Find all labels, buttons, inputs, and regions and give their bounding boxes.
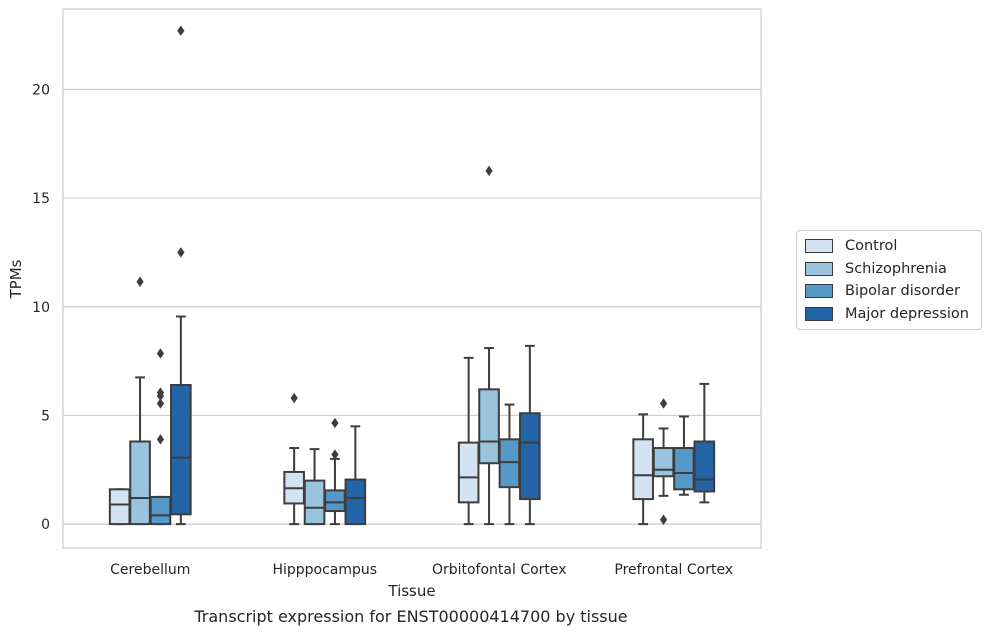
x-tick-label: Prefrontal Cortex <box>614 562 733 578</box>
y-tick-label: 0 <box>41 517 50 533</box>
box <box>693 382 716 504</box>
box <box>344 425 367 526</box>
box <box>303 448 326 526</box>
chart-title: Transcript expression for ENST0000041470… <box>193 607 627 626</box>
legend-label: Schizophrenia <box>845 260 947 277</box>
legend-item: Control <box>797 235 981 258</box>
box-body <box>693 440 716 493</box>
box <box>129 276 151 526</box>
box <box>170 25 192 526</box>
outlier-marker <box>156 398 165 409</box>
box <box>519 344 541 526</box>
legend: Control Schizophrenia Bipolar disorder Majo… <box>796 230 982 330</box>
box-body <box>673 447 695 491</box>
box <box>149 348 172 526</box>
box-body <box>303 479 326 526</box>
box-body <box>498 438 521 489</box>
legend-item: Schizophrenia <box>797 258 981 281</box>
box <box>108 488 131 526</box>
legend-label: Bipolar disorder <box>845 283 960 300</box>
box-body <box>457 441 480 504</box>
box-body <box>632 438 654 501</box>
outlier-marker <box>290 392 298 404</box>
y-tick-labels: 0 5 10 15 20 <box>32 82 50 533</box>
legend-label: Control <box>845 238 898 255</box>
outlier-marker <box>177 25 185 36</box>
outlier-marker <box>485 165 493 177</box>
outlier-marker <box>177 247 185 258</box>
box <box>457 356 480 526</box>
outlier-marker <box>156 434 165 445</box>
outlier-marker <box>156 387 165 398</box>
outlier-marker <box>331 449 339 460</box>
legend-item: Bipolar disorder <box>797 280 981 303</box>
x-tick-labels: Cerebellum Hipppocampus Orbitofontal Corte… <box>110 562 733 578</box>
x-axis-label: Tissue <box>387 582 435 600</box>
outlier-marker <box>659 514 668 525</box>
box-body <box>108 488 131 526</box>
box <box>324 417 346 526</box>
x-tick-label: Orbitofontal Cortex <box>432 562 567 578</box>
y-axis-label: TPMs <box>7 259 25 299</box>
box <box>478 165 500 526</box>
outlier-marker <box>331 417 339 429</box>
box <box>632 413 654 526</box>
box-groups <box>108 25 716 526</box>
box <box>652 398 675 525</box>
outlier-marker <box>659 398 668 409</box>
legend-item: Major depression <box>797 303 981 326</box>
y-tick-label: 10 <box>32 300 50 316</box>
legend-swatch <box>805 239 833 254</box>
box-body <box>170 383 192 516</box>
box-body <box>344 478 367 526</box>
outlier-marker <box>156 348 165 359</box>
box-body <box>478 388 500 465</box>
y-tick-label: 15 <box>32 191 50 207</box>
x-tick-label: Cerebellum <box>110 562 190 578</box>
box-body <box>149 495 172 526</box>
y-tick-label: 20 <box>32 82 50 98</box>
legend-swatch <box>805 306 833 321</box>
outlier-marker <box>136 276 144 287</box>
legend-swatch <box>805 284 833 299</box>
box-body <box>652 447 675 478</box>
box-body <box>324 489 346 513</box>
y-tick-label: 5 <box>41 408 50 424</box>
box <box>673 415 695 496</box>
box-body <box>519 412 541 501</box>
legend-label: Major depression <box>845 305 969 322</box>
legend-swatch <box>805 261 833 276</box>
x-tick-label: Hipppocampus <box>272 562 377 578</box>
box-body <box>129 440 151 526</box>
plot-frame <box>62 8 762 549</box>
